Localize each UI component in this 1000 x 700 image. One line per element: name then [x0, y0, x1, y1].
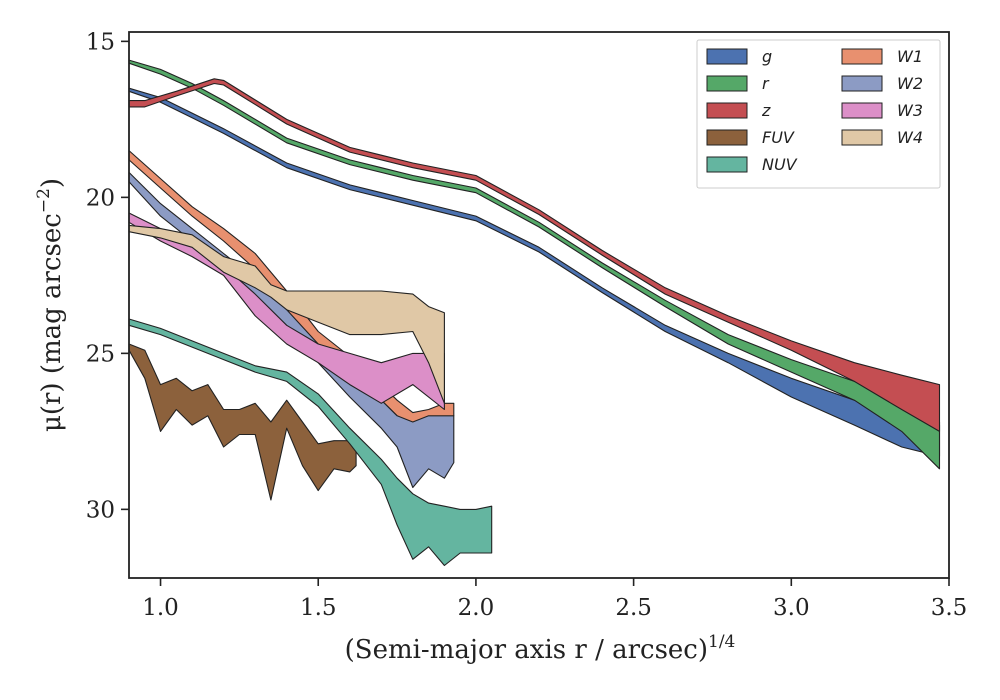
- legend-label-g: g: [762, 47, 772, 66]
- y-tick-label: 15: [86, 29, 115, 55]
- legend-swatch-r: [706, 75, 748, 92]
- legend-swatch-g: [706, 48, 748, 65]
- y-tick-label: 20: [86, 185, 115, 211]
- legend-label-r: r: [762, 74, 770, 93]
- legend-swatch-W2: [841, 75, 883, 92]
- legend-label-NUV: NUV: [762, 155, 798, 174]
- x-tick-label: 3.5: [931, 595, 968, 621]
- series-band-r: [128, 59, 941, 470]
- series-layer: [128, 59, 941, 567]
- x-tick-label: 2.5: [615, 595, 652, 621]
- y-axis-label-close: ): [37, 178, 67, 188]
- series-band-W4: [128, 224, 445, 404]
- legend-label-W2: W2: [897, 74, 923, 93]
- plot-frame: [128, 31, 950, 579]
- legend-label-W1: W1: [897, 47, 923, 66]
- x-tick-label: 2.0: [458, 595, 495, 621]
- series-band-FUV: [128, 343, 357, 501]
- legend-swatch-NUV: [706, 156, 748, 173]
- series-band-z: [128, 78, 941, 432]
- legend-swatch-FUV: [706, 129, 748, 146]
- y-tick-label: 25: [86, 341, 115, 367]
- y-axis-label: μ(r) (mag arcsec−2): [34, 178, 67, 432]
- y-axis-label-main: μ(r) (mag arcsec: [37, 213, 67, 432]
- x-axis-label-main: (Semi-major axis r / arcsec): [345, 635, 708, 665]
- y-axis-label-exponent: −2: [34, 188, 54, 213]
- y-tick-label: 30: [86, 497, 115, 523]
- x-axis-label-exponent: 1/4: [708, 632, 735, 652]
- legend-swatch-W4: [841, 129, 883, 146]
- legend-label-W4: W4: [897, 128, 923, 147]
- x-tick-label: 1.0: [142, 595, 179, 621]
- legend-swatch-W3: [841, 102, 883, 119]
- legend-label-FUV: FUV: [762, 128, 795, 147]
- x-tick-label: 3.0: [773, 595, 810, 621]
- legend-label-W3: W3: [897, 101, 923, 120]
- x-tick-label: 1.5: [300, 595, 337, 621]
- legend-swatch-W1: [841, 48, 883, 65]
- x-axis: 1.0 1.5 2.0 2.5 3.0 3.5: [142, 578, 967, 621]
- y-axis: 15 20 25 30: [86, 29, 129, 523]
- legend: grz FUV NUV W1 W2 W3 W4: [696, 39, 941, 189]
- series-band-NUV: [128, 318, 493, 567]
- series-band-W3: [128, 212, 445, 411]
- legend-label-z: z: [761, 101, 771, 120]
- legend-swatch-z: [706, 102, 748, 119]
- x-axis-label: (Semi-major axis r / arcsec)1/4: [345, 632, 736, 665]
